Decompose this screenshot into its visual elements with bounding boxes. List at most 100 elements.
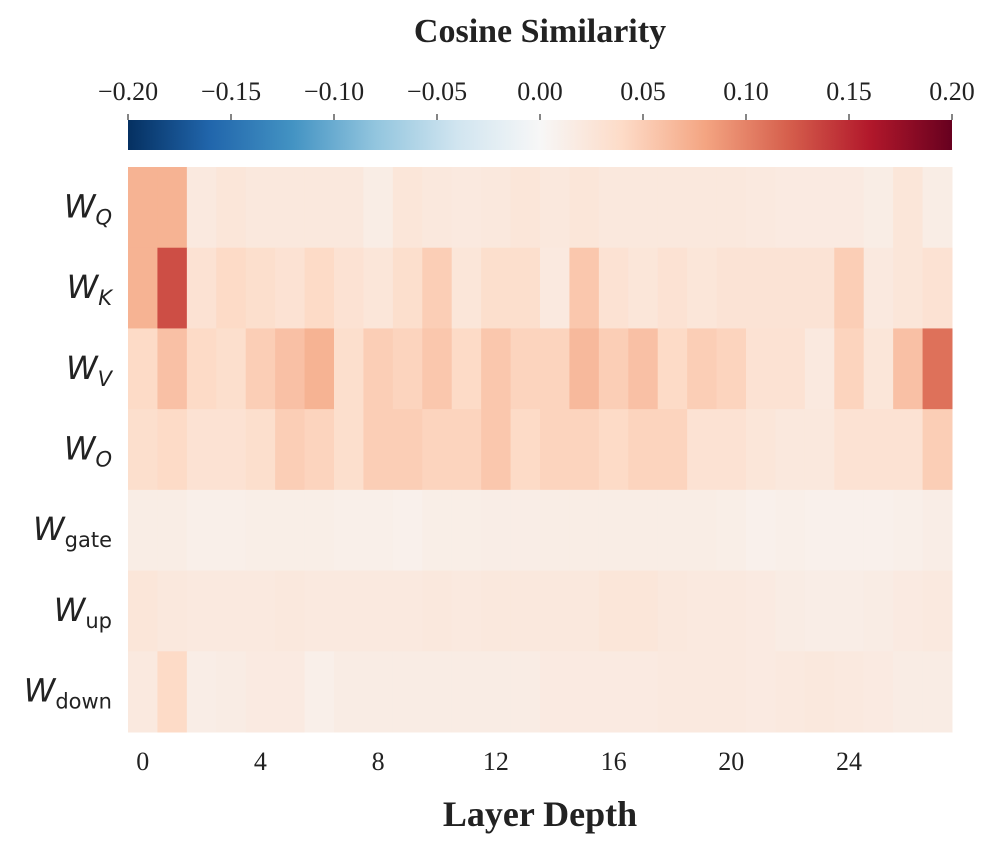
heatmap-cell — [540, 328, 570, 410]
heatmap-cell — [687, 328, 718, 410]
heatmap-cell — [363, 167, 394, 249]
heatmap-cell — [422, 328, 453, 410]
heatmap-cell — [334, 651, 364, 733]
heatmap-cell — [569, 328, 600, 410]
heatmap-cell — [245, 651, 276, 733]
heatmap-cell — [598, 167, 629, 249]
heatmap-cell — [775, 247, 806, 329]
heatmap-cell — [275, 328, 306, 410]
y-tick-subscript: gate — [65, 528, 112, 552]
heatmap-cell — [216, 651, 247, 733]
heatmap-cell — [451, 570, 482, 652]
heatmap-cell — [598, 651, 629, 733]
heatmap-cell — [216, 328, 247, 410]
heatmap-cell — [216, 167, 247, 249]
heatmap-cell — [186, 328, 217, 410]
heatmap-cell — [481, 489, 512, 572]
heatmap-cell — [157, 489, 188, 572]
heatmap-cell — [804, 651, 835, 733]
heatmap-cell — [304, 167, 335, 249]
colorbar-tick-label: −0.20 — [98, 77, 158, 106]
heatmap-cell — [687, 247, 718, 329]
heatmap-cell — [363, 489, 394, 572]
heatmap-cell — [922, 570, 953, 652]
heatmap-cell — [834, 409, 865, 491]
heatmap-cell — [598, 328, 629, 410]
x-tick-label: 0 — [136, 747, 149, 776]
heatmap-cell — [540, 247, 570, 329]
heatmap-cell — [804, 409, 835, 491]
heatmap-cell — [157, 247, 188, 329]
heatmap-cell — [128, 651, 158, 733]
heatmap-cell — [186, 489, 217, 572]
heatmap-cell — [245, 409, 276, 491]
heatmap-cell — [716, 570, 747, 652]
heatmap-cell — [275, 570, 306, 652]
heatmap-cell — [804, 328, 835, 410]
heatmap-cell — [628, 167, 659, 249]
heatmap-cell — [392, 247, 423, 329]
heatmap-cell — [804, 570, 835, 652]
heatmap-cell — [451, 167, 482, 249]
heatmap-cell — [657, 247, 688, 329]
y-tick-label: Wgate — [33, 510, 112, 552]
heatmap-cell — [746, 489, 776, 572]
heatmap-cell — [893, 247, 924, 329]
y-tick-symbol: W — [24, 672, 57, 710]
heatmap-cell — [216, 489, 247, 572]
heatmap-cell — [392, 489, 423, 572]
heatmap-cell — [775, 651, 806, 733]
heatmap-cell — [216, 570, 247, 652]
heatmap-cell — [422, 409, 453, 491]
heatmap-cell — [510, 247, 541, 329]
heatmap-cell — [157, 167, 188, 249]
heatmap-cell — [334, 409, 364, 491]
heatmap-cell — [304, 247, 335, 329]
heatmap-cell — [746, 409, 776, 491]
y-tick-label: WO — [64, 430, 112, 472]
y-tick-label: WQ — [64, 187, 112, 229]
heatmap-cell — [893, 409, 924, 491]
heatmap-cell — [304, 570, 335, 652]
heatmap-cell — [157, 328, 188, 410]
heatmap-cell — [716, 651, 747, 733]
heatmap-cell — [304, 409, 335, 491]
heatmap-cell — [746, 167, 776, 249]
heatmap-cell — [863, 247, 894, 329]
heatmap-cell — [657, 570, 688, 652]
heatmap-cell — [186, 651, 217, 733]
heatmap-cell — [422, 247, 453, 329]
heatmap-cell — [334, 328, 364, 410]
colorbar-title: Cosine Similarity — [414, 13, 666, 50]
heatmap-cell — [510, 651, 541, 733]
heatmap-cell — [275, 247, 306, 329]
colorbar-tick-label: 0.10 — [723, 77, 769, 106]
heatmap-cell — [834, 570, 865, 652]
heatmap-cell — [863, 167, 894, 249]
heatmap-cell — [510, 489, 541, 572]
y-tick-subscript: K — [98, 286, 114, 310]
heatmap-cell — [157, 651, 188, 733]
heatmap-cell — [540, 409, 570, 491]
heatmap-cell — [363, 328, 394, 410]
colorbar-tick-label: −0.10 — [304, 77, 364, 106]
heatmap-cell — [275, 409, 306, 491]
heatmap-cell — [804, 247, 835, 329]
heatmap-cell — [334, 247, 364, 329]
heatmap-cell — [392, 328, 423, 410]
heatmap-cell — [569, 409, 600, 491]
x-tick-label: 16 — [601, 747, 627, 776]
heatmap-cell — [422, 570, 453, 652]
heatmap-cell — [186, 167, 217, 249]
x-tick-label: 4 — [254, 747, 267, 776]
y-tick-symbol: W — [33, 510, 66, 548]
heatmap-cell — [304, 328, 335, 410]
y-tick-label: WK — [67, 268, 115, 310]
heatmap-cell — [922, 167, 953, 249]
y-tick-symbol: W — [67, 268, 100, 306]
heatmap-cell — [569, 570, 600, 652]
heatmap-cell — [628, 651, 659, 733]
y-tick-subscript: O — [95, 448, 112, 472]
heatmap-cell — [451, 651, 482, 733]
